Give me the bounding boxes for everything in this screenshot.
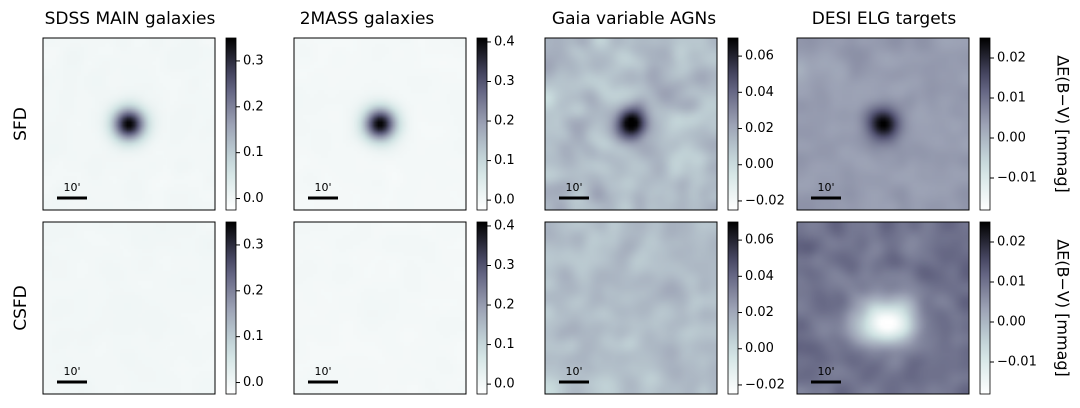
colorbar [225,221,237,395]
colorbar-tick-label: 0.0 [494,193,515,208]
colorbar-tick-label: 0.0 [243,191,264,206]
colorbar-tick-label: 0.00 [745,341,774,356]
colorbar-labels: ΔE(B−V) [mmag] ΔE(B−V) [mmag] [1054,55,1073,377]
row-labels: SFD CSFD [11,107,31,331]
colorbar-tick-label: −0.01 [997,171,1037,186]
colorbar-axis-label: ΔE(B−V) [mmag] [1054,239,1073,377]
panel-frame [796,37,970,211]
colorbar-tick-label: 0.3 [494,74,515,89]
colorbar-tick-label: −0.02 [745,377,785,392]
colorbar-tick-label: 0.1 [494,337,515,352]
row-label: CSFD [11,285,31,331]
scale-bar-label: 10' [565,181,582,194]
column-titles: SDSS MAIN galaxies 2MASS galaxies Gaia var… [45,9,957,29]
colorbar-tick-label: 0.3 [243,53,264,68]
heatmap-image [294,222,466,394]
panel: 10' 0.0 0.1 0.2 0.3 0.4 [293,218,515,395]
heatmap-image [797,222,969,394]
panel: 10' −0.01 0.00 0.01 0.02 [796,221,1037,395]
colorbar-tick-label: 0.01 [997,91,1026,106]
colorbar [979,37,991,211]
scale-bar-label: 10' [565,365,582,378]
scale-bar-label: 10' [314,181,331,194]
colorbar-tick-label: 0.02 [745,305,774,320]
column-title: 2MASS galaxies [300,9,435,29]
column-title: SDSS MAIN galaxies [45,9,216,29]
colorbar-tick-label: 0.02 [745,121,774,136]
scale-bar-label: 10' [314,365,331,378]
colorbar-tick-label: 0.02 [997,51,1026,66]
colorbar [476,37,488,211]
row-label: SFD [11,107,31,141]
heatmap-image [43,38,215,210]
panel: 10' −0.02 0.00 0.02 0.04 0.06 [544,37,785,211]
colorbar-tick-label: 0.04 [745,269,774,284]
heatmap-image [545,222,717,394]
panel-frame [796,221,970,395]
colorbar-tick-label: 0.00 [745,157,774,172]
colorbar-tick-label: 0.3 [243,237,264,252]
scale-bar-label: 10' [63,181,80,194]
colorbar-tick-label: 0.02 [997,235,1026,250]
panel-grid: 10' 0.0 0.1 0.2 0.3 10' 0.0 0.1 0.2 0.3 0.4 10' −0.0… [42,34,1037,395]
heatmap-image [43,222,215,394]
colorbar-tick-label: 0.3 [494,258,515,273]
colorbar-axis-label: ΔE(B−V) [mmag] [1054,55,1073,193]
colorbar-tick-label: 0.00 [997,131,1026,146]
scale-bar-label: 10' [63,365,80,378]
panel: 10' 0.0 0.1 0.2 0.3 0.4 [293,34,515,211]
colorbar-tick-label: 0.2 [494,114,515,129]
colorbar-tick-label: 0.06 [745,49,774,64]
panel-frame [42,221,216,395]
scale-bar-label: 10' [817,365,834,378]
panel-frame [42,37,216,211]
column-title: DESI ELG targets [812,9,957,29]
colorbar-tick-label: 0.01 [997,275,1026,290]
colorbar [225,37,237,211]
colorbar-tick-label: 0.0 [243,375,264,390]
colorbar-tick-label: 0.06 [745,233,774,248]
colorbar-tick-label: 0.4 [494,218,515,233]
colorbar-tick-label: 0.04 [745,85,774,100]
colorbar [727,37,739,211]
panel-frame [544,221,718,395]
panel: 10' 0.0 0.1 0.2 0.3 [42,221,264,395]
colorbar-tick-label: 0.1 [243,145,264,160]
colorbar-tick-label: −0.01 [997,355,1037,370]
panel-frame [293,221,467,395]
heatmap-image [545,38,717,210]
colorbar-tick-label: 0.1 [243,329,264,344]
colorbar-tick-label: 0.00 [997,315,1026,330]
colorbar-tick-label: 0.2 [494,298,515,313]
scale-bar-label: 10' [817,181,834,194]
colorbar [476,221,488,395]
panel-frame [544,37,718,211]
panel-frame [293,37,467,211]
colorbar-tick-label: 0.1 [494,153,515,168]
heatmap-image [294,38,466,210]
colorbar-tick-label: 0.2 [243,283,264,298]
column-title: Gaia variable AGNs [552,9,716,29]
panel: 10' −0.02 0.00 0.02 0.04 0.06 [544,221,785,395]
panel: 10' 0.0 0.1 0.2 0.3 [42,37,264,211]
colorbar-tick-label: 0.0 [494,377,515,392]
colorbar-tick-label: 0.2 [243,99,264,114]
heatmap-image [797,38,969,210]
colorbar-tick-label: 0.4 [494,34,515,49]
panel: 10' −0.01 0.00 0.01 0.02 [796,37,1037,211]
colorbar-tick-label: −0.02 [745,193,785,208]
colorbar [727,221,739,395]
colorbar [979,221,991,395]
